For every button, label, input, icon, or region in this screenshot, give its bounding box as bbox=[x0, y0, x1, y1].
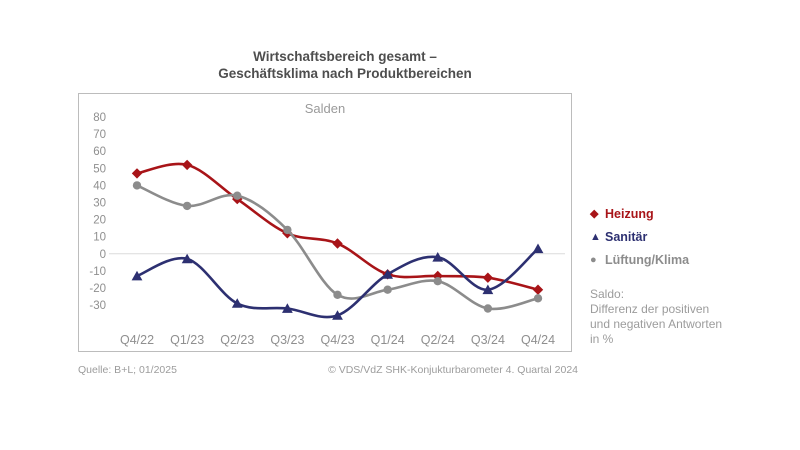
marker-sanit-r bbox=[532, 243, 544, 254]
x-axis-label: Q4/23 bbox=[320, 333, 354, 347]
marker-sanit-r bbox=[131, 270, 143, 281]
y-tick-label: 50 bbox=[93, 163, 106, 175]
marker-l-ftung-klima bbox=[433, 277, 442, 286]
x-axis-label: Q1/23 bbox=[170, 333, 204, 347]
page-title: Wirtschaftsbereich gesamt – Geschäftskli… bbox=[78, 48, 612, 82]
diamond-icon: ◆ bbox=[590, 208, 599, 220]
y-tick-label: -20 bbox=[89, 283, 106, 295]
axis-title: Salden bbox=[304, 101, 346, 116]
legend-label: Heizung bbox=[605, 207, 654, 221]
page-title-line2: Geschäftsklima nach Produktbereichen bbox=[218, 66, 472, 81]
y-tick-label: 60 bbox=[93, 146, 106, 158]
y-tick-label: -30 bbox=[89, 300, 106, 312]
marker-heizung bbox=[181, 159, 193, 171]
page-title-line1: Wirtschaftsbereich gesamt – bbox=[253, 49, 437, 64]
y-tick-label: 10 bbox=[93, 232, 106, 244]
marker-sanit-r bbox=[482, 284, 494, 295]
x-axis-label: Q4/24 bbox=[521, 333, 555, 347]
chart-legend: ◆ Heizung ▲ Sanitär ● Lüftung/Klima bbox=[590, 207, 689, 276]
x-axis-label: Q4/22 bbox=[120, 333, 154, 347]
x-axis-label: Q3/24 bbox=[471, 333, 505, 347]
x-axis-label: Q3/23 bbox=[270, 333, 304, 347]
marker-l-ftung-klima bbox=[383, 285, 392, 294]
saldo-note-line: in % bbox=[590, 332, 614, 346]
marker-l-ftung-klima bbox=[233, 191, 242, 200]
marker-heizung bbox=[482, 272, 494, 283]
legend-item-l-ftung-klima: ● Lüftung/Klima bbox=[590, 253, 689, 267]
marker-heizung bbox=[332, 238, 343, 249]
marker-sanit-r bbox=[231, 298, 243, 308]
marker-sanit-r bbox=[181, 253, 193, 264]
marker-l-ftung-klima bbox=[533, 294, 543, 303]
y-tick-label: 30 bbox=[93, 198, 106, 210]
circle-icon: ● bbox=[590, 254, 597, 266]
marker-sanit-r bbox=[432, 252, 444, 262]
y-tick-label: 0 bbox=[100, 249, 106, 261]
marker-sanit-r bbox=[382, 269, 394, 279]
y-tick-label: 20 bbox=[93, 215, 106, 227]
saldo-note-line: Differenz der positiven bbox=[590, 302, 710, 316]
saldo-note: Saldo: Differenz der positiven und negat… bbox=[590, 287, 722, 347]
legend-item-sanit-r: ▲ Sanitär bbox=[590, 230, 689, 244]
series-line-heizung bbox=[135, 162, 540, 291]
marker-sanit-r bbox=[281, 303, 293, 313]
chart-panel: Salden 80 70 60 50 40 30 20 10 0 -10 -20 -30 Q4/22 Q1… bbox=[78, 93, 572, 352]
marker-sanit-r bbox=[332, 310, 343, 320]
y-tick-label: 80 bbox=[93, 112, 106, 124]
series-line-sanit-r bbox=[135, 247, 540, 319]
marker-heizung bbox=[532, 284, 544, 295]
saldo-note-line: Saldo: bbox=[590, 287, 625, 301]
line-chart: 80 70 60 50 40 30 20 10 0 -10 -20 -30 Q4/22 Q1/23 Q2/2… bbox=[89, 112, 565, 347]
x-axis-label: Q1/24 bbox=[371, 333, 405, 347]
legend-label: Sanitär bbox=[605, 230, 648, 244]
marker-heizung bbox=[432, 270, 443, 282]
y-tick-label: 40 bbox=[93, 180, 106, 192]
legend-item-heizung: ◆ Heizung bbox=[590, 207, 689, 221]
legend-label: Lüftung/Klima bbox=[605, 253, 690, 267]
marker-l-ftung-klima bbox=[132, 181, 142, 190]
marker-l-ftung-klima bbox=[182, 201, 192, 211]
source-note: Quelle: B+L; 01/2025 bbox=[78, 364, 177, 376]
saldo-note-line: und negativen Antworten bbox=[590, 317, 723, 331]
y-tick-label: 70 bbox=[93, 129, 106, 141]
marker-l-ftung-klima bbox=[283, 225, 292, 235]
y-tick-label: -10 bbox=[89, 266, 106, 278]
x-axis-label: Q2/23 bbox=[220, 333, 254, 347]
x-axis-label: Q2/24 bbox=[421, 333, 455, 347]
copyright-note: © VDS/VdZ SHK-Konjukturbarometer 4. Quar… bbox=[328, 364, 578, 376]
triangle-icon: ▲ bbox=[590, 231, 601, 243]
marker-heizung bbox=[131, 168, 143, 179]
marker-l-ftung-klima bbox=[483, 304, 493, 313]
marker-l-ftung-klima bbox=[333, 290, 342, 299]
